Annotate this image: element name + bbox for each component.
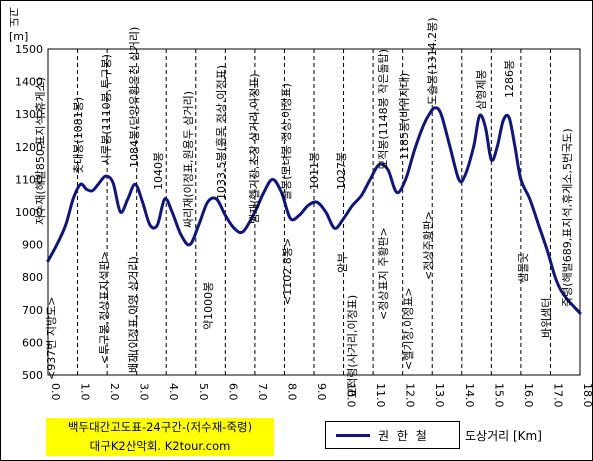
annotation-1027bong: 1027봉 <box>335 152 348 190</box>
annotation-1084bong: 1084봉(단양유황온천 삼거리) <box>127 27 141 168</box>
chart-title-box: 백두대간고도표-24구간-(저수재-죽령) 대구K2산악회. K2tour.co… <box>46 418 274 456</box>
x-tick-label: 11.0 <box>374 383 387 408</box>
x-tick-label: 9.0 <box>315 383 328 401</box>
annotation-1286bong: 1286봉 <box>503 60 516 98</box>
annotation-1040bong: 1040봉 <box>152 152 165 190</box>
series-line-elevation <box>46 106 582 315</box>
y-tick-label: 1500 <box>15 43 43 56</box>
annotation-anbu: 안부 <box>336 253 349 273</box>
annotation-helipad: <헬기장,이정표> <box>402 287 415 370</box>
annotation-1185bong: 1185봉(바위지대) <box>398 73 411 160</box>
x-tick-label: 7.0 <box>256 383 269 401</box>
x-axis-ticks: 0.0 1.0 2.0 3.0 4.0 5.0 6.0 7.0 8.0 9.0 10.0 11.0 12… <box>49 383 593 408</box>
y-axis-label: 고도 <box>7 7 20 27</box>
annotation-road-937: <937번 지방도> <box>45 297 58 380</box>
annotation-summit-orange-plate: <정상주황판> <box>422 211 435 280</box>
annotation-1102bong: <1102.8봉> <box>281 238 294 305</box>
annotations: 저수재(해발850,표지석,휴게소) <937번 지방도> 촛대봉(1081봉)… <box>33 17 574 398</box>
annotation-dosolbong: 도솔봉(1314.2봉) <box>426 17 439 105</box>
annotation-1033bong: 1033.5봉(흙목 정상,이정표) <box>215 65 228 200</box>
x-tick-label: 16.0 <box>522 383 535 408</box>
y-tick-label: 500 <box>22 369 43 382</box>
x-tick-label: 13.0 <box>433 383 446 408</box>
y-tick-label: 700 <box>22 304 43 317</box>
x-axis-label: 도상거리 [Km] <box>465 429 542 443</box>
annotation-samhyeongjebong: 삼형제봉 <box>475 70 488 110</box>
legend: 권 한 철 <box>325 421 460 449</box>
y-tick-label: 1400 <box>15 76 43 89</box>
x-tick-label: 6.0 <box>226 383 239 401</box>
x-tick-label: 18.0 <box>581 383 593 408</box>
annotation-orange-plate: <정상표지 주황판> <box>377 227 390 320</box>
annotation-ssarijae: 싸리재(이정표,원용두 삼거리) <box>182 91 195 228</box>
y-tick-label: 1300 <box>15 108 43 121</box>
x-tick-label: 1.0 <box>79 383 92 401</box>
annotation-jeosujae: 저수재(해발850,표지석,휴게소) <box>33 77 47 225</box>
annotation-myojeokbong: 묘적봉(1148봉 작은돌탑) <box>377 49 390 170</box>
y-tick-label: 600 <box>22 336 43 349</box>
chart-title: 백두대간고도표-24구간-(저수재-죽령) <box>67 420 253 434</box>
annotation-solbong: 솔봉(모녀봉 정상,이정표) <box>280 83 293 200</box>
y-tick-label: 1100 <box>15 173 43 186</box>
annotation-rock-spring: 바위샘터 <box>540 298 553 338</box>
annotation-sirubong: 시루봉(1110봉,투구봉) <box>100 54 113 165</box>
annotation-jungnyeong: 죽령(해발689,표지석,휴게소,5번국도) <box>560 128 574 307</box>
legend-label: 권 한 철 <box>378 429 429 443</box>
annotation-1011bong: 1011봉 <box>308 152 321 190</box>
x-tick-label: 8.0 <box>285 383 298 401</box>
x-tick-label: 10.0 <box>345 383 358 408</box>
annotation-chotdaebong: 촛대봉(1081봉) <box>72 97 85 174</box>
annotation-myojeongnyeong: 묘적령(사거리,이정표) <box>346 295 359 398</box>
y-tick-label: 900 <box>22 239 43 252</box>
x-tick-label: 4.0 <box>167 383 180 401</box>
annotation-spring: 샘물곳 <box>517 253 530 283</box>
y-axis-ticks: 500 600 700 800 900 1000 1100 1200 1300 1400 1500 <box>15 43 43 382</box>
y-axis-unit: [m] <box>9 30 28 43</box>
vertical-grid <box>77 49 551 375</box>
annotation-baemjae: 뱀재(헬기장,초창 삼거리,이정표) <box>248 73 261 224</box>
x-tick-label: 3.0 <box>138 383 151 401</box>
x-tick-label: 12.0 <box>404 383 417 408</box>
x-tick-label: 17.0 <box>551 383 564 408</box>
annotation-baejae: 배재(이정표,야영 삼거리) <box>127 256 140 373</box>
x-tick-label: 0.0 <box>49 383 62 401</box>
y-tick-label: 1200 <box>15 141 43 154</box>
x-tick-label: 15.0 <box>492 383 505 408</box>
chart-subtitle: 대구K2산악회. K2tour.com <box>89 439 231 453</box>
x-tick-label: 5.0 <box>197 383 210 401</box>
y-tick-label: 800 <box>22 271 43 284</box>
annotation-tugubong-plate: <투구봉,정상표지석판> <box>98 251 111 364</box>
x-tick-label: 2.0 <box>108 383 121 401</box>
legend-swatch <box>336 434 370 437</box>
x-tick-label: 14.0 <box>463 383 476 408</box>
annotation-1000bong: 약1000봉 <box>201 282 215 330</box>
y-tick-label: 1000 <box>15 206 43 219</box>
